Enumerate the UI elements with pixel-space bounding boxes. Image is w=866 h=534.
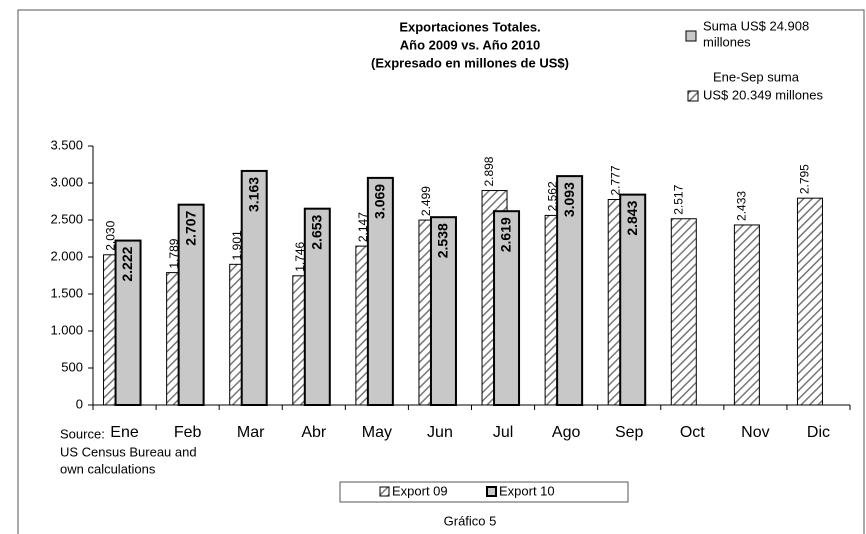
legend-label: Export 10 <box>499 483 555 498</box>
note-icon <box>685 30 697 42</box>
data-label: 2.538 <box>435 223 451 258</box>
data-label: 2.653 <box>308 214 324 249</box>
data-label: 2.222 <box>119 246 135 281</box>
x-tick-label: Feb <box>174 424 202 441</box>
y-tick-label: 0 <box>76 396 83 411</box>
legend-swatch <box>379 486 390 497</box>
data-label: 2.030 <box>104 220 118 250</box>
data-label: 2.795 <box>798 164 812 194</box>
x-tick-label: May <box>362 424 392 441</box>
data-label: 3.093 <box>561 182 577 217</box>
data-label: 3.163 <box>245 177 261 212</box>
annotation: Suma US$ 24.908 <box>703 18 809 33</box>
x-tick-label: Nov <box>741 424 769 441</box>
chart-title: Exportaciones Totales. <box>399 19 540 34</box>
data-label: 2.619 <box>498 217 514 252</box>
x-tick-label: Oct <box>680 424 705 441</box>
legend-swatch <box>486 486 497 497</box>
data-label: 2.147 <box>356 212 370 242</box>
y-tick-label: 3.500 <box>50 137 83 152</box>
data-label: 2.843 <box>624 200 640 235</box>
bar <box>177 203 205 406</box>
bar <box>619 193 647 406</box>
x-tick-label: Ene <box>110 424 139 441</box>
y-tick-label: 1.500 <box>50 285 83 300</box>
bar <box>733 224 760 406</box>
x-tick-label: Abr <box>301 424 327 441</box>
annotation: millones <box>703 34 751 49</box>
bar <box>796 197 823 406</box>
source: own calculations <box>60 461 156 476</box>
bar <box>303 207 331 406</box>
bar <box>114 239 142 406</box>
y-tick-label: 1.000 <box>50 322 83 337</box>
y-tick-label: 2.000 <box>50 248 83 263</box>
data-label: 2.433 <box>735 191 749 221</box>
source: US Census Bureau and <box>60 444 197 459</box>
bar <box>493 210 521 406</box>
data-label: 2.562 <box>545 181 559 211</box>
frame <box>17 9 865 534</box>
data-label: 2.517 <box>671 184 685 214</box>
bar <box>429 216 457 406</box>
x-tick-label: Jul <box>493 424 513 441</box>
note-icon <box>687 90 699 102</box>
data-label: 1.789 <box>167 238 181 268</box>
y-tick-label: 500 <box>61 359 83 374</box>
data-label: 2.777 <box>608 165 622 195</box>
data-label: 3.069 <box>372 184 388 219</box>
data-label: 2.898 <box>482 156 496 186</box>
x-tick-label: Mar <box>237 424 265 441</box>
bar <box>240 169 268 406</box>
x-tick-label: Jun <box>427 424 453 441</box>
x-tick-label: Dic <box>807 424 830 441</box>
data-label: 2.707 <box>182 210 198 245</box>
data-label: 1.901 <box>230 230 244 260</box>
y-tick-label: 3.000 <box>50 174 83 189</box>
caption: Gráfico 5 <box>444 513 497 528</box>
bar <box>556 175 584 406</box>
legend-label: Export 09 <box>392 483 448 498</box>
y-tick-label: 2.500 <box>50 211 83 226</box>
bar <box>366 176 394 406</box>
annotation: US$ 20.349 millones <box>703 87 823 102</box>
x-tick-label: Sep <box>615 424 644 441</box>
data-label: 1.746 <box>293 241 307 271</box>
data-label: 2.499 <box>419 186 433 216</box>
legend-box <box>339 481 629 503</box>
annotation: Ene-Sep suma <box>713 69 800 84</box>
source: Source: <box>60 426 105 441</box>
chart-title: (Expresado en millones de US$) <box>371 55 569 70</box>
x-tick-label: Ago <box>552 424 581 441</box>
chart-title: Año 2009 vs. Año 2010 <box>400 37 540 52</box>
bar <box>670 218 697 406</box>
